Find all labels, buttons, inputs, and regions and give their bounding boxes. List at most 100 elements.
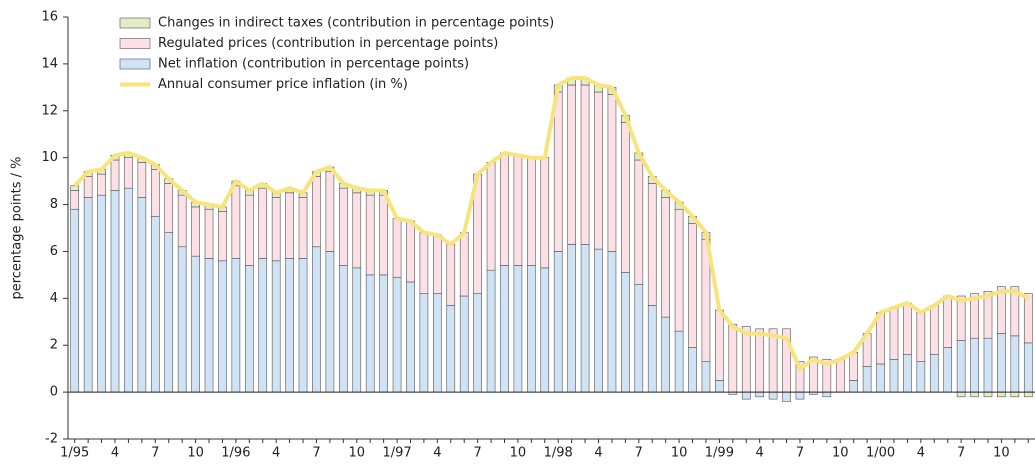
y-tick-label: 2	[50, 338, 58, 353]
bar-segment	[164, 183, 174, 233]
bar-segment	[406, 220, 415, 283]
bar-segment	[285, 192, 294, 259]
bar-segment	[835, 358, 845, 393]
x-tick-label: 10	[348, 446, 365, 461]
bar-segment	[527, 265, 536, 393]
bar-segment	[1023, 391, 1033, 398]
bar-segment	[392, 218, 402, 278]
bar-segment	[271, 260, 281, 393]
x-tick-label: 10	[993, 446, 1010, 461]
bar-segment	[473, 293, 482, 393]
bar-segment	[83, 176, 93, 198]
bar-segment	[795, 391, 805, 400]
bar-segment	[97, 173, 106, 196]
bar-segment	[889, 307, 899, 360]
bar-segment	[580, 84, 590, 245]
bar-segment	[486, 269, 496, 393]
bar-segment	[997, 391, 1006, 398]
bar-segment	[903, 354, 912, 393]
bar-segment	[392, 276, 402, 393]
bar-segment	[688, 223, 697, 348]
bar-segment	[782, 391, 791, 402]
bar-segment	[540, 267, 550, 393]
bar-segment	[312, 246, 321, 393]
bar-segment	[137, 197, 147, 393]
bar-segment	[406, 281, 415, 393]
bar-segment	[983, 290, 993, 339]
bar-segment	[661, 316, 670, 393]
bar-segment	[513, 265, 523, 393]
bar-segment	[956, 340, 966, 393]
bar-segment	[688, 347, 697, 393]
bar-segment	[553, 91, 563, 252]
x-tick-label: 4	[756, 446, 764, 461]
bar-segment	[527, 157, 536, 266]
bar-segment	[433, 293, 442, 393]
bar-segment	[943, 295, 953, 348]
x-tick-label: 4	[917, 446, 925, 461]
bar-segment	[459, 295, 469, 393]
bar-segment	[258, 187, 268, 259]
bar-segment	[191, 255, 200, 393]
bar-segment	[446, 244, 456, 306]
bar-segment	[607, 94, 617, 252]
legend-label: Net inflation (contribution in percentag…	[158, 57, 469, 72]
bar-segment	[634, 159, 644, 285]
bar-segment	[325, 171, 335, 252]
y-tick-label: 16	[41, 10, 58, 25]
bar-segment	[970, 391, 979, 398]
bar-segment	[889, 358, 899, 393]
legend-label: Changes in indirect taxes (contribution …	[158, 16, 554, 31]
bar-segment	[97, 194, 106, 393]
bar-segment	[70, 190, 80, 210]
x-tick-label: 1/96	[221, 446, 250, 461]
bar-segment	[150, 215, 160, 393]
x-tick-label: 7	[151, 446, 159, 461]
bar-segment	[594, 248, 603, 393]
bar-segment	[983, 337, 993, 393]
bar-segment	[822, 391, 832, 398]
bar-segment	[338, 187, 348, 266]
bar-segment	[446, 305, 456, 393]
bar-segment	[298, 197, 308, 259]
bar-segment	[580, 244, 590, 393]
bar-segment	[997, 286, 1006, 334]
bar-segment	[298, 258, 308, 393]
bar-segment	[258, 258, 268, 393]
bar-segment	[124, 187, 133, 393]
x-tick-label: 4	[111, 446, 119, 461]
bar-segment	[715, 309, 724, 381]
bar-segment	[244, 265, 254, 393]
bar-segment	[352, 267, 362, 393]
bar-segment	[379, 274, 388, 393]
bar-segment	[271, 197, 281, 262]
bar-segment	[459, 232, 469, 297]
x-tick-label: 1/95	[60, 446, 89, 461]
bar-segment	[970, 293, 979, 339]
bar-segment	[970, 337, 979, 393]
legend-label: Regulated prices (contribution in percen…	[158, 36, 498, 51]
bar-segment	[419, 232, 429, 294]
bar-segment	[110, 159, 120, 191]
bar-segment	[110, 190, 120, 393]
bar-segment	[137, 162, 147, 198]
bar-segment	[876, 363, 885, 393]
bar-segment	[204, 208, 214, 259]
y-tick-label: 12	[41, 103, 58, 118]
bar-segment	[244, 194, 254, 266]
y-tick-label: 4	[50, 291, 58, 306]
y-tick-label: 0	[50, 385, 58, 400]
bar-segment	[150, 169, 160, 217]
bar-segment	[916, 312, 926, 362]
bar-segment	[486, 162, 496, 271]
y-axis-label: percentage points / %	[10, 156, 25, 299]
bar-segment	[647, 183, 657, 306]
legend-swatch	[119, 17, 151, 29]
bar-segment	[500, 265, 509, 393]
y-tick-label: 6	[50, 244, 58, 259]
bar-segment	[849, 351, 859, 381]
bar-segment	[1010, 286, 1020, 337]
y-tick-label: 14	[41, 56, 58, 71]
bar-segment	[983, 391, 993, 398]
